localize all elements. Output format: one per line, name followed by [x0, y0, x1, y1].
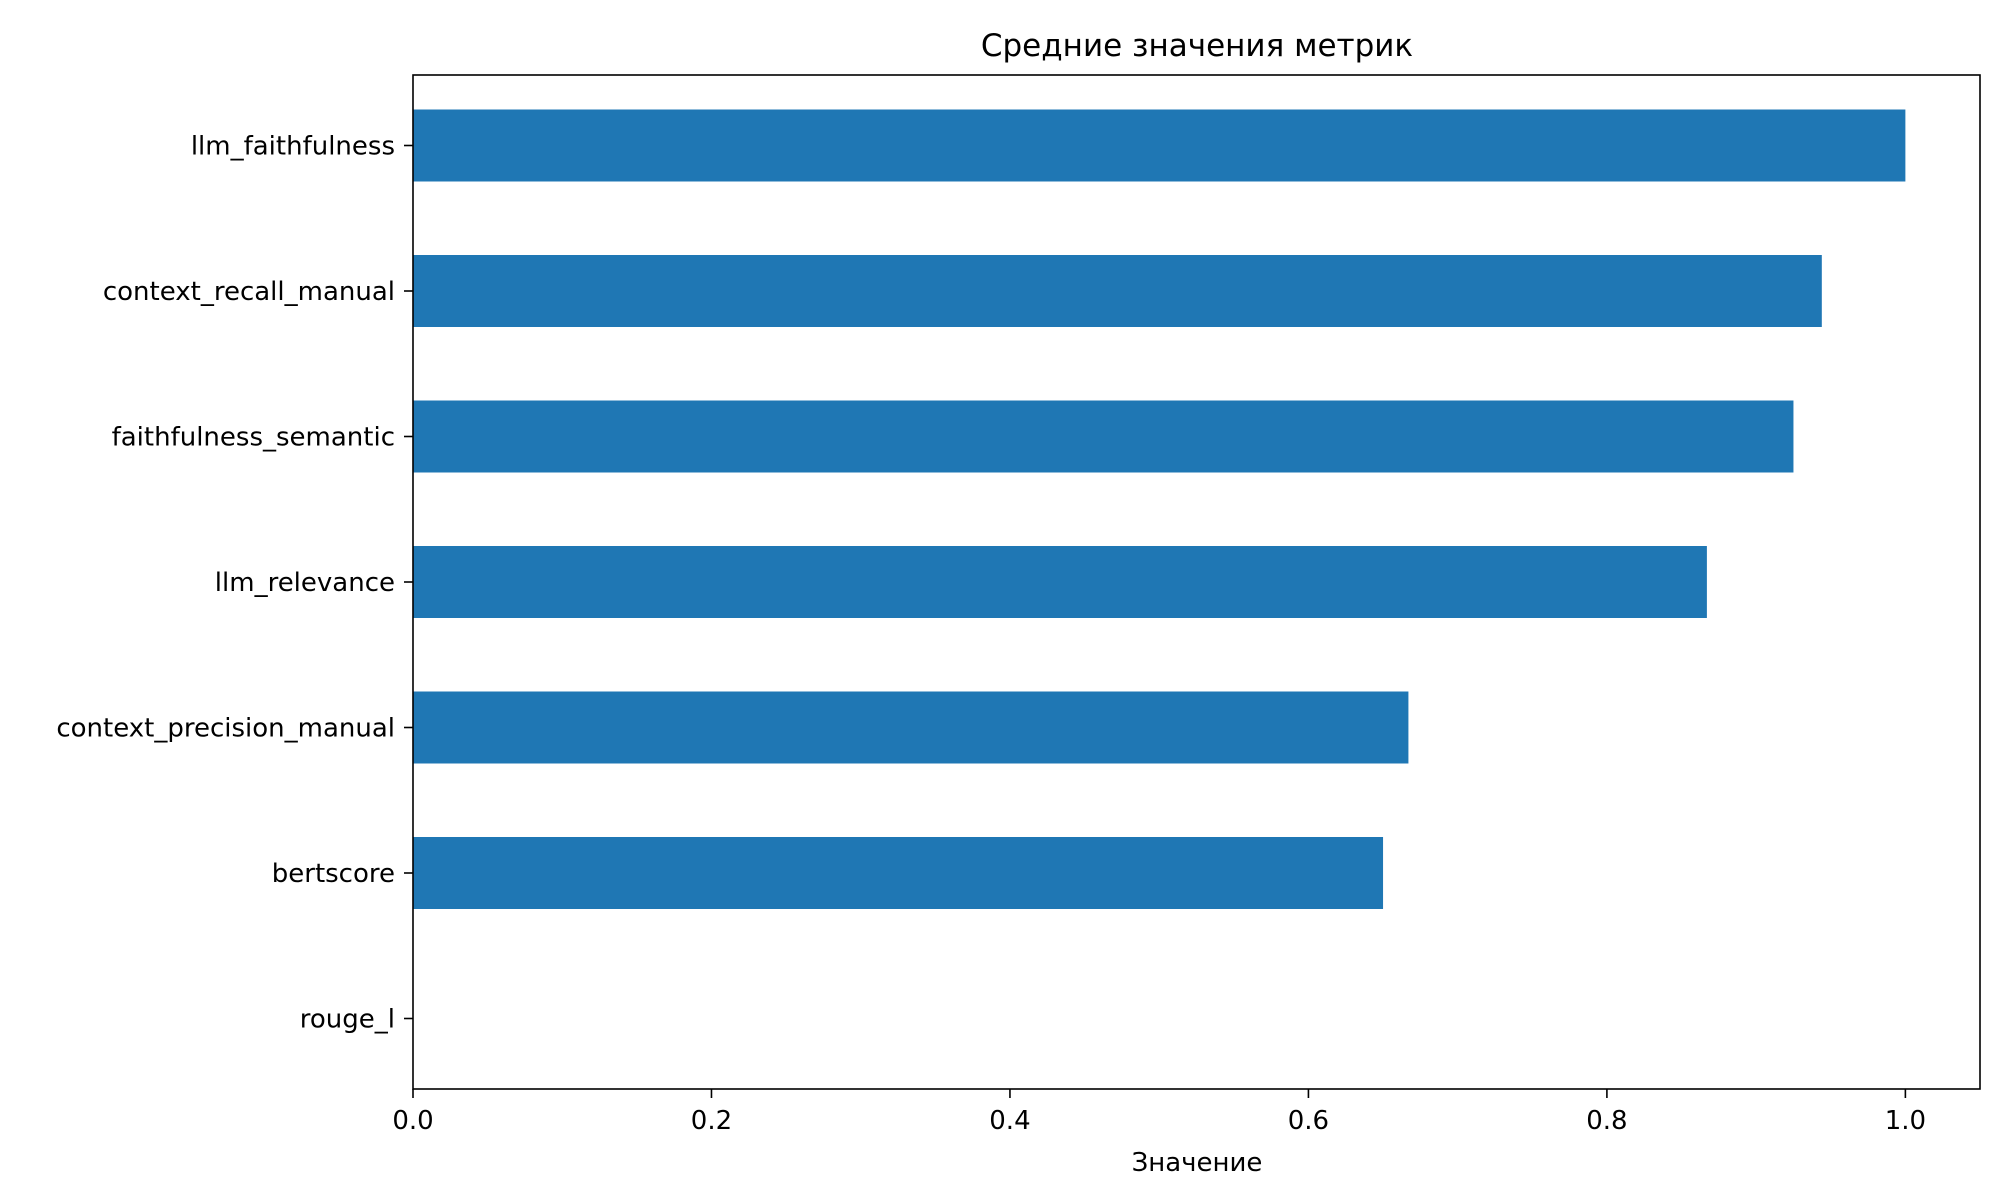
plot-frame — [412, 74, 1981, 1090]
y-tick-label: faithfulness_semantic — [112, 423, 395, 453]
y-tick-label: llm_relevance — [215, 568, 395, 598]
x-tick-label: 0.8 — [1586, 1106, 1627, 1136]
bar-bertscore — [413, 837, 1384, 909]
y-axis-ticks: llm_faithfulness context_recall_manualfai… — [56, 132, 413, 1035]
y-tick-label: rouge_l — [300, 1005, 395, 1035]
x-tick-label: 1.0 — [1885, 1106, 1926, 1136]
x-tick-label: 0.6 — [1288, 1106, 1329, 1136]
bar-llm_faithfulness — [413, 109, 1906, 182]
bar-context_recall_manual — [413, 255, 1822, 327]
y-tick-label: llm_faithfulness — [191, 132, 395, 162]
x-axis-ticks: 0.0 0.2 0.4 0.6 0.8 1.0 — [392, 1089, 1926, 1136]
bars-layer — [413, 109, 1906, 909]
x-tick-label: 0.2 — [691, 1106, 732, 1136]
y-tick-label: bertscore — [272, 859, 395, 889]
bar-context_precision_manual — [413, 691, 1409, 764]
bar-faithfulness_semantic — [413, 400, 1794, 473]
x-tick-label: 0.0 — [392, 1106, 433, 1136]
x-tick-label: 0.4 — [989, 1106, 1030, 1136]
y-tick-label: context_precision_manual — [56, 714, 395, 744]
bar-llm_relevance — [413, 546, 1707, 618]
x-axis-label: Значение — [1132, 1148, 1263, 1178]
y-tick-label: context_recall_manual — [103, 277, 395, 307]
chart-title: Средние значения метрик — [981, 28, 1413, 64]
